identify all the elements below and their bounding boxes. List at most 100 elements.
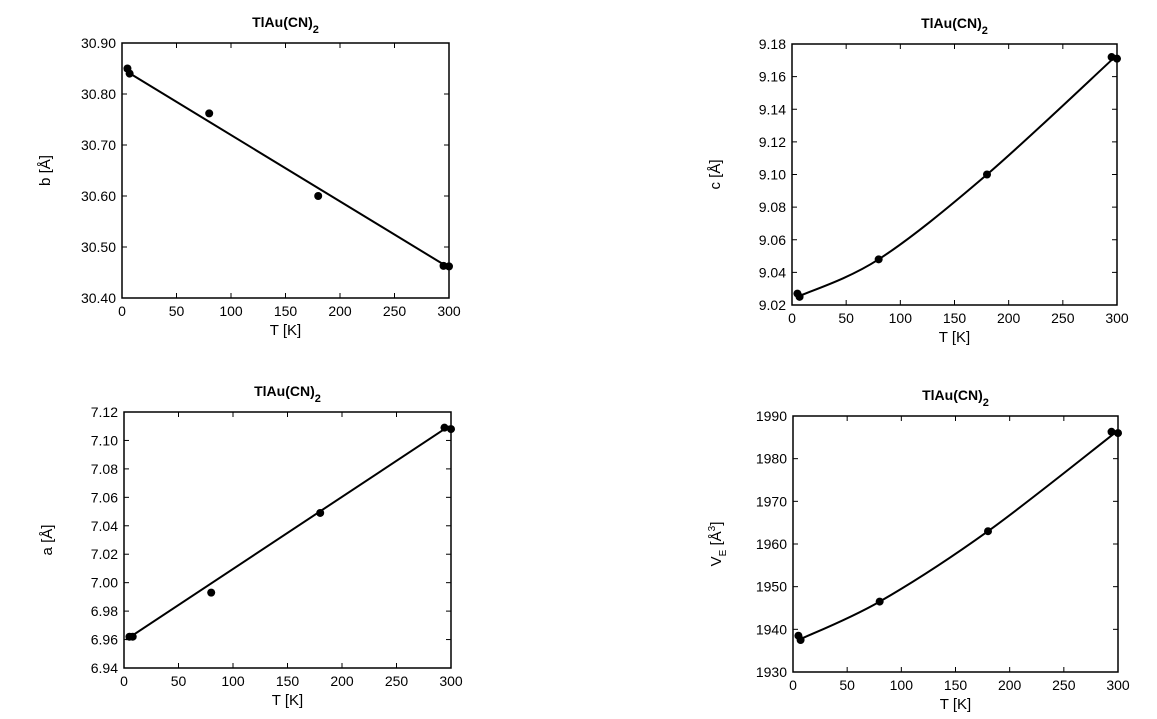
chart-2: 0 50 100 150 200 250 300 9.02 9.04 9.06 9.08 9.10 9.… [707, 15, 1129, 346]
y-tick-label: 30.90 [81, 35, 116, 51]
y-tick-label: 7.04 [91, 518, 118, 534]
data-point [875, 597, 884, 606]
y-tick-label: 1990 [756, 408, 787, 424]
fit-line [797, 432, 1116, 641]
data-point [440, 423, 449, 432]
plot-frame [792, 415, 1119, 673]
x-tick-label: 250 [385, 673, 409, 689]
chart-title-subscript: 2 [315, 393, 321, 405]
x-tick-label: 300 [1106, 677, 1130, 693]
y-tick-label: 9.06 [759, 232, 786, 248]
y-tick-label: 7.02 [91, 546, 118, 562]
y-tick-label: 1970 [756, 493, 787, 509]
data-point [447, 425, 455, 434]
x-tick-label: 0 [789, 677, 797, 693]
x-tick-label: 200 [330, 673, 354, 689]
data-point [874, 255, 883, 264]
chart-title-main: TlAu(CN) [252, 14, 313, 30]
y-axis-label-main: V [708, 556, 725, 566]
y-tick-label: 6.98 [91, 603, 118, 619]
y-tick-label: 1940 [756, 621, 787, 637]
y-tick-label: 1980 [756, 451, 787, 467]
data-point [205, 109, 214, 118]
x-tick-label: 200 [998, 677, 1022, 693]
data-point [984, 527, 992, 536]
y-tick-label: 9.16 [759, 69, 786, 85]
fit-line [123, 69, 448, 268]
fit-line [125, 425, 450, 641]
y-tick-label: 7.08 [91, 461, 118, 477]
chart-title: TlAu(CN)2 [921, 15, 988, 37]
y-tick-label: 9.12 [759, 134, 786, 150]
y-tick-label: 9.14 [759, 101, 786, 117]
x-tick-label: 150 [274, 303, 298, 319]
x-tick-label: 100 [889, 310, 913, 326]
data-point [314, 192, 323, 200]
chart-title-main: TlAu(CN) [254, 383, 315, 399]
x-tick-label: 200 [328, 303, 352, 319]
fit-line [796, 56, 1116, 298]
data-point [1107, 427, 1116, 436]
y-tick-label: 9.10 [759, 167, 786, 183]
x-axis-label: T [K] [272, 692, 303, 709]
y-axis-label: VE [Å3] [707, 522, 729, 567]
y-axis-label-superscript: 3 [707, 525, 718, 531]
chart-title-main: TlAu(CN) [921, 15, 982, 31]
y-tick-label: 7.12 [91, 404, 118, 420]
y-tick-label: 1950 [756, 579, 787, 595]
x-tick-label: 100 [219, 303, 243, 319]
x-tick-label: 250 [1051, 310, 1075, 326]
data-point [445, 262, 453, 271]
x-axis-label: T [K] [939, 329, 970, 346]
x-tick-label: 100 [221, 673, 245, 689]
y-tick-label: 9.02 [759, 297, 786, 313]
y-axis-label-end: ] [708, 522, 725, 526]
chart-title-subscript: 2 [983, 397, 989, 409]
y-axis-label: b [Å] [37, 155, 54, 186]
y-axis-label-main: a [Å] [39, 525, 56, 556]
x-tick-label: 50 [169, 303, 185, 319]
y-tick-label: 7.10 [91, 432, 118, 448]
y-tick-label: 1930 [756, 664, 787, 680]
y-tick-label: 9.18 [759, 36, 786, 52]
y-tick-label: 7.00 [91, 575, 118, 591]
x-tick-label: 150 [943, 310, 967, 326]
chart-3: 0 50 100 150 200 250 300 6.94 6.96 6.98 7.00 7.02 7.… [39, 383, 463, 709]
x-tick-label: 300 [437, 303, 461, 319]
x-tick-label: 0 [120, 673, 128, 689]
y-axis-label: a [Å] [39, 525, 56, 556]
chart-title: TlAu(CN)2 [922, 387, 989, 409]
plot-frame [123, 411, 452, 669]
chart-4: 0 50 100 150 200 250 300 1930 1940 1950 1960 1970 19… [707, 387, 1130, 713]
data-point [1114, 429, 1122, 438]
chart-title-main: TlAu(CN) [922, 387, 983, 403]
data-point [983, 170, 991, 179]
y-axis-label-subscript: E [718, 549, 729, 556]
y-tick-label: 30.60 [81, 188, 116, 204]
data-point [1113, 54, 1121, 63]
x-tick-label: 300 [439, 673, 463, 689]
data-point [125, 69, 134, 78]
data-point [128, 632, 137, 641]
data-point [207, 588, 216, 597]
y-axis-label: c [Å] [707, 159, 724, 189]
x-tick-label: 300 [1105, 310, 1129, 326]
y-tick-label: 30.40 [81, 290, 116, 306]
y-axis-label-unit: [Å [708, 531, 725, 549]
x-tick-label: 150 [944, 677, 968, 693]
x-tick-label: 250 [1052, 677, 1076, 693]
x-tick-label: 100 [890, 677, 914, 693]
data-point [795, 292, 804, 301]
y-axis-label-main: c [Å] [707, 159, 724, 189]
y-tick-label: 30.50 [81, 239, 116, 255]
y-tick-label: 30.70 [81, 137, 116, 153]
x-tick-label: 200 [997, 310, 1021, 326]
y-tick-label: 7.06 [91, 489, 118, 505]
data-point [796, 636, 805, 644]
x-axis-label: T [K] [270, 322, 301, 339]
chart-1: 0 50 100 150 200 250 300 30.40 30.50 30.60 30.70 30… [37, 14, 461, 339]
chart-title: TlAu(CN)2 [252, 14, 319, 36]
x-tick-label: 0 [788, 310, 796, 326]
x-tick-label: 0 [118, 303, 126, 319]
